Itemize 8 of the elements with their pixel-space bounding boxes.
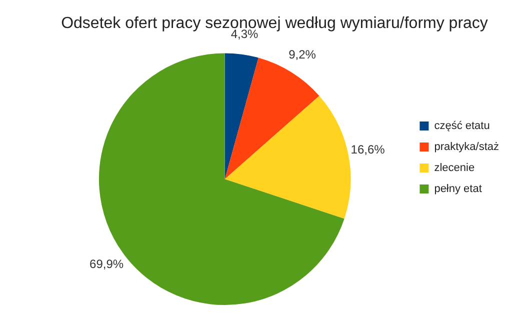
legend-label: pełny etat [434, 183, 482, 196]
legend-label: praktyka/staż [434, 141, 500, 154]
data-label: 9,2% [288, 48, 316, 62]
data-label: 16,6% [350, 142, 386, 156]
chart-title: Odsetek ofert pracy sezonowej według wymiaru/formy pracy [61, 15, 488, 32]
legend-label: część etatu [434, 120, 490, 132]
legend-label: zlecenie [434, 162, 475, 174]
data-label: 69,9% [90, 256, 124, 271]
